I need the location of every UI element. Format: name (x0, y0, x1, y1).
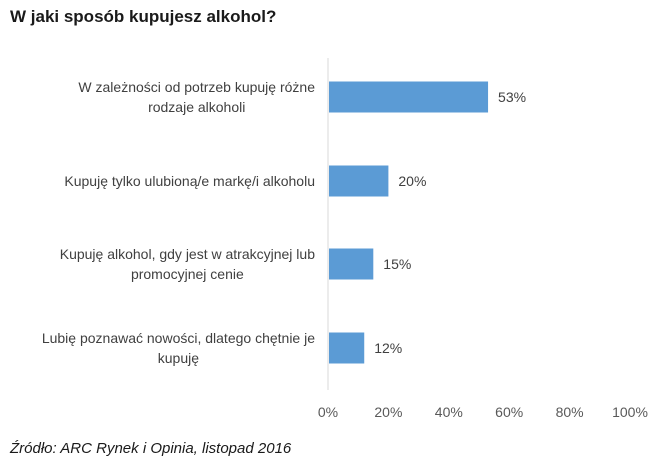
category-labels: W zależności od potrzeb kupuję różne rodz… (42, 79, 315, 366)
x-tick-label-3: 60% (495, 404, 523, 420)
x-tick-label-1: 20% (374, 404, 402, 420)
category-label-2-line-0: Kupuję alkohol, gdy jest w atrakcyjnej l… (60, 246, 315, 262)
x-tick-label-2: 40% (435, 404, 463, 420)
data-label-3: 12% (374, 340, 402, 356)
category-label-3-line-1: kupuję (158, 350, 199, 366)
category-label-0-line-0: W zależności od potrzeb kupuję różne (78, 79, 315, 95)
data-label-0: 53% (498, 89, 526, 105)
x-axis-ticks: 0% 20% 40% 60% 80% 100% (318, 404, 648, 420)
bar-3 (329, 332, 365, 364)
data-label-1: 20% (398, 173, 426, 189)
x-tick-label-0: 0% (318, 404, 338, 420)
bar-chart: W zależności od potrzeb kupuję różne rodz… (42, 58, 648, 420)
category-label-3-line-0: Lubię poznawać nowości, dlatego chętnie … (42, 330, 315, 346)
source-note: Źródło: ARC Rynek i Opinia, listopad 201… (10, 440, 292, 457)
bars (329, 81, 489, 364)
data-label-2: 15% (383, 256, 411, 272)
category-label-1-line-0: Kupuję tylko ulubioną/e markę/i alkoholu (64, 173, 315, 189)
category-label-0-line-1: rodzaje alkoholi (148, 99, 245, 115)
x-tick-label-4: 80% (556, 404, 584, 420)
bar-2 (329, 248, 374, 280)
bar-0 (329, 81, 489, 113)
category-label-2-line-1: promocyjnej cenie (131, 266, 244, 282)
bar-1 (329, 165, 389, 197)
x-tick-label-5: 100% (612, 404, 648, 420)
chart-title: W jaki sposób kupujesz alkohol? (10, 7, 277, 26)
data-labels: 53% 20% 15% 12% (374, 89, 526, 356)
